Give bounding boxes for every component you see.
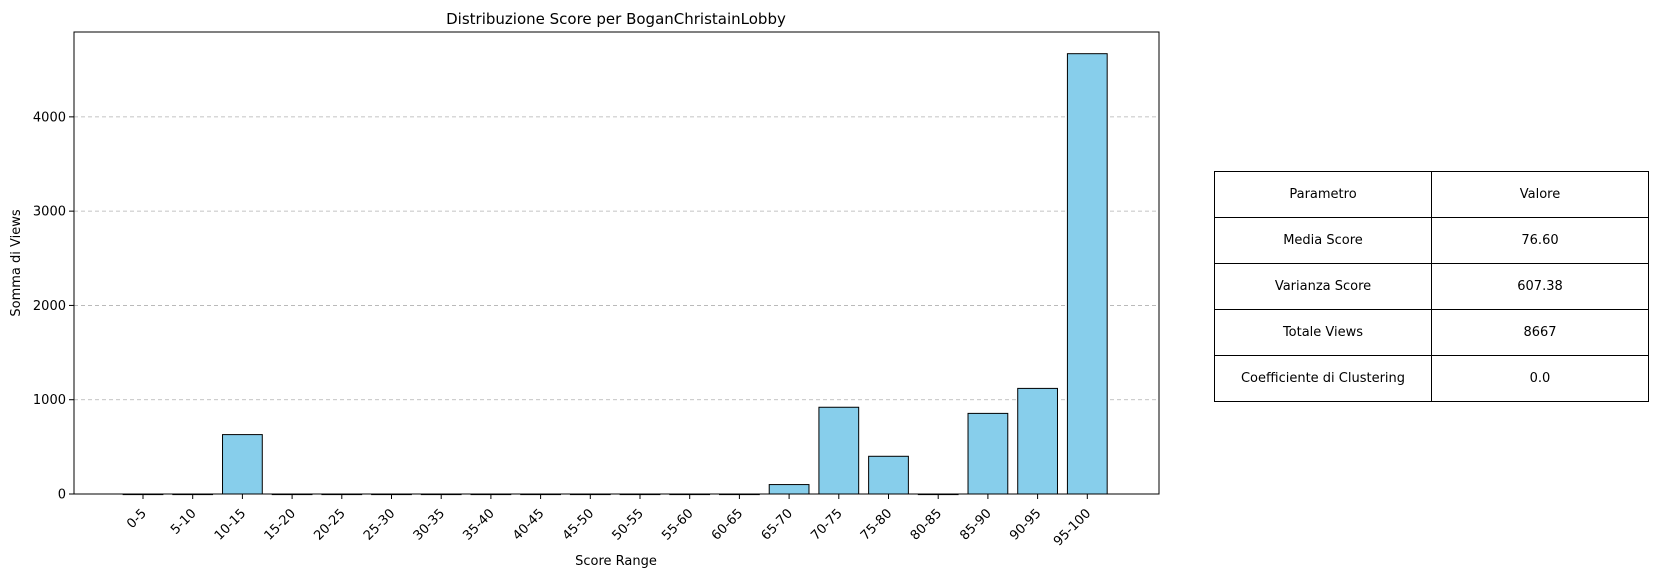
y-axis: 0 1000 2000 3000 4000 xyxy=(33,110,74,503)
table-header-cell: Parametro xyxy=(1214,171,1432,218)
bars xyxy=(122,53,1108,496)
bar xyxy=(868,455,909,495)
table-row: Media Score 76.60 xyxy=(1214,217,1649,264)
x-tick-label: 90-95 xyxy=(1007,506,1044,543)
y-tick-label: 1000 xyxy=(33,393,66,408)
x-tick-label: 60-65 xyxy=(709,506,746,543)
x-tick-label: 15-20 xyxy=(262,506,299,543)
x-tick-label: 70-75 xyxy=(808,506,845,543)
x-tick-label: 75-80 xyxy=(858,506,895,543)
x-tick-label: 50-55 xyxy=(610,506,647,543)
table-cell: 0.0 xyxy=(1431,355,1649,402)
bar xyxy=(818,406,860,495)
x-axis-label: Score Range xyxy=(575,554,657,569)
bar xyxy=(1066,53,1108,495)
x-axis: 0-5 5-10 10-15 15-20 20-25 25-30 30-35 35-40 40-… xyxy=(124,494,1094,549)
y-tick-label: 4000 xyxy=(33,110,66,125)
y-axis-label: Somma di Views xyxy=(9,209,24,316)
table-header-row: Parametro Valore xyxy=(1214,171,1649,218)
bar xyxy=(768,484,810,495)
y-tick-label: 2000 xyxy=(33,299,66,314)
table-row: Varianza Score 607.38 xyxy=(1214,263,1649,310)
y-tick-label: 0 xyxy=(58,488,66,503)
plot-frame xyxy=(73,31,1160,495)
x-tick-label: 10-15 xyxy=(212,506,249,543)
table-cell: 76.60 xyxy=(1431,217,1649,264)
x-tick-label: 55-60 xyxy=(659,506,696,543)
x-tick-label: 65-70 xyxy=(759,506,796,543)
x-tick-label: 85-90 xyxy=(957,506,994,543)
x-tick-label: 95-100 xyxy=(1051,506,1094,549)
table-cell: Totale Views xyxy=(1214,309,1432,356)
table-cell: 8667 xyxy=(1431,309,1649,356)
y-tick-label: 3000 xyxy=(33,205,66,220)
chart-title: Distribuzione Score per BoganChristainLo… xyxy=(446,10,786,28)
x-tick-label: 5-10 xyxy=(168,506,199,537)
x-tick-label: 80-85 xyxy=(908,506,945,543)
bar-chart: Distribuzione Score per BoganChristainLo… xyxy=(9,10,1160,569)
x-tick-label: 20-25 xyxy=(311,506,348,543)
x-tick-label: 30-35 xyxy=(411,506,448,543)
x-tick-label: 40-45 xyxy=(510,506,547,543)
table-header-cell: Valore xyxy=(1431,171,1649,218)
x-tick-label: 25-30 xyxy=(361,506,398,543)
stats-table: Parametro Valore Media Score 76.60 Varia… xyxy=(1214,171,1649,402)
table-cell: Varianza Score xyxy=(1214,263,1432,310)
table-row: Coefficiente di Clustering 0.0 xyxy=(1214,355,1649,402)
bar xyxy=(1017,387,1058,495)
x-tick-label: 45-50 xyxy=(560,506,597,543)
x-tick-label: 0-5 xyxy=(124,506,150,532)
table-cell: 607.38 xyxy=(1431,263,1649,310)
bar xyxy=(222,434,263,495)
table-row: Totale Views 8667 xyxy=(1214,309,1649,356)
table-cell: Media Score xyxy=(1214,217,1432,264)
table-cell: Coefficiente di Clustering xyxy=(1214,355,1432,402)
x-tick-label: 35-40 xyxy=(460,506,497,543)
y-gridlines xyxy=(74,116,1159,401)
bar xyxy=(967,412,1009,495)
